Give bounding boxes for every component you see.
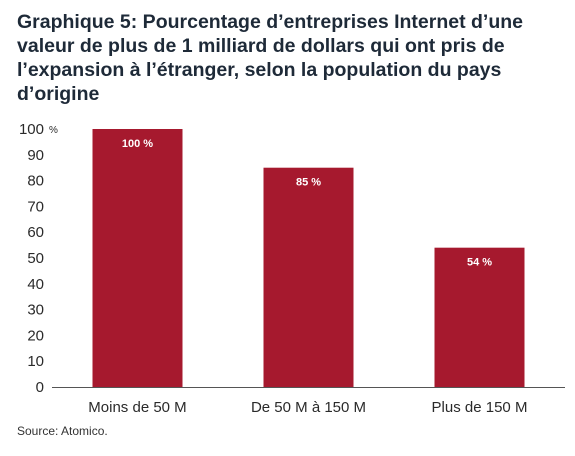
y-tick-label: 50 — [27, 250, 44, 267]
bar — [92, 129, 183, 387]
data-label: 85 % — [296, 177, 321, 189]
x-tick-label: Moins de 50 M — [88, 399, 186, 416]
y-axis: 0 10 20 30 40 50 60 70 80 90 100% — [19, 121, 58, 396]
y-tick-label: 100 — [19, 121, 44, 138]
bar — [434, 247, 525, 387]
y-tick-label: 70 — [27, 198, 44, 215]
y-tick-label: 60 — [27, 224, 44, 241]
bar — [263, 167, 354, 387]
y-tick-label: 20 — [27, 327, 44, 344]
data-label: 100 % — [122, 138, 153, 150]
x-tick-label: De 50 M à 150 M — [251, 399, 366, 416]
chart-title: Graphique 5: Pourcentage d’entreprises I… — [17, 11, 524, 105]
x-axis: Moins de 50 M De 50 M à 150 M Plus de 150 … — [88, 399, 527, 416]
data-label: 54 % — [467, 257, 492, 269]
bars — [92, 129, 525, 387]
source-note: Source: Atomico. — [17, 424, 108, 438]
data-labels: 100 % 85 % 54 % — [122, 138, 492, 269]
x-tick-label: Plus de 150 M — [432, 399, 528, 416]
y-tick-label: 40 — [27, 276, 44, 293]
y-tick-label: 80 — [27, 173, 44, 190]
y-tick-label: 90 — [27, 147, 44, 164]
y-tick-label: 10 — [27, 353, 44, 370]
y-unit-label: % — [49, 125, 58, 136]
y-tick-label: 0 — [36, 379, 44, 396]
y-tick-label: 30 — [27, 302, 44, 319]
